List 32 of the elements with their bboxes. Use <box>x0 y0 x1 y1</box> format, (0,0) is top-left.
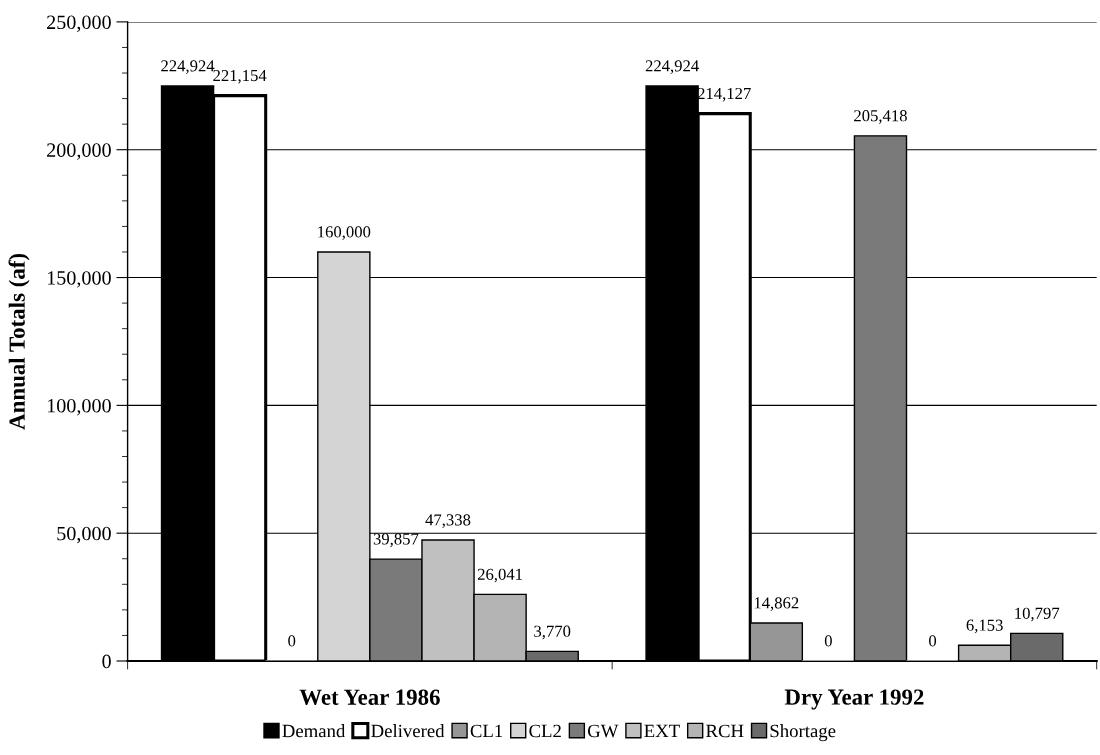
legend-label: Delivered <box>371 724 445 738</box>
legend-label: Shortage <box>770 724 836 742</box>
y-tick-label: 100,000 <box>47 398 111 416</box>
legend-label: Demand <box>282 724 346 738</box>
data-label: 0 <box>929 635 937 647</box>
data-label: 10,797 <box>1015 607 1060 622</box>
legend-label: EXT <box>644 724 680 738</box>
data-label: 205,418 <box>854 110 907 124</box>
legend-label: CL2 <box>529 724 561 738</box>
y-axis-title: Annual Totals (af) <box>8 253 30 430</box>
y-tick-label: 150,000 <box>47 271 111 288</box>
y-tick-label: 250,000 <box>47 15 111 32</box>
data-label: 26,041 <box>477 568 523 583</box>
x-tick-label: Wet Year 1986 <box>299 689 440 706</box>
data-label: 221,154 <box>213 69 267 84</box>
data-label: 47,338 <box>425 514 471 528</box>
legend-label: RCH <box>706 724 744 738</box>
y-tick-label: 50,000 <box>57 526 111 544</box>
data-label: 39,857 <box>373 533 419 548</box>
data-label: 0 <box>288 635 296 647</box>
data-label: 0 <box>824 635 832 647</box>
data-label: 3,770 <box>534 625 571 640</box>
data-label: 6,153 <box>966 619 1003 634</box>
legend-label: CL1 <box>470 724 503 738</box>
data-label: 224,924 <box>645 60 699 74</box>
data-label: 14,862 <box>754 597 799 611</box>
y-tick-label: 200,000 <box>47 143 111 160</box>
x-tick-label: Dry Year 1992 <box>784 689 924 710</box>
data-label: 160,000 <box>318 226 371 240</box>
data-label: 224,924 <box>161 60 215 74</box>
legend-label: GW <box>587 724 619 738</box>
y-tick-label: 0 <box>102 654 111 669</box>
